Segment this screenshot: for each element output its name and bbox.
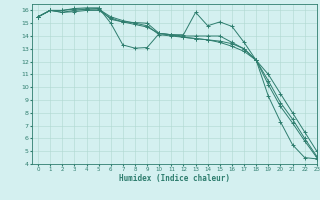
X-axis label: Humidex (Indice chaleur): Humidex (Indice chaleur) xyxy=(119,174,230,183)
